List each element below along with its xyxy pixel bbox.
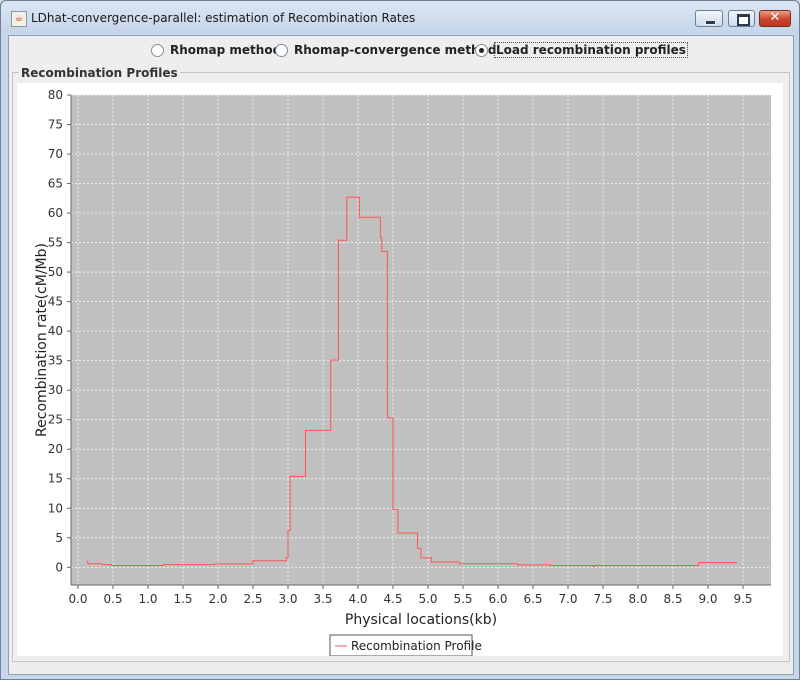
x-tick-label: 7.5 <box>593 592 612 606</box>
y-tick-label: 30 <box>48 383 63 397</box>
maximize-icon <box>737 14 750 26</box>
radio-label: Load recombination profiles <box>494 42 688 58</box>
x-tick-label: 3.0 <box>278 592 297 606</box>
x-tick-label: 1.5 <box>173 592 192 606</box>
y-tick-label: 55 <box>48 236 63 250</box>
x-tick-label: 9.5 <box>733 592 752 606</box>
x-tick-label: 9.0 <box>698 592 717 606</box>
x-axis-label: Physical locations(kb) <box>345 612 497 628</box>
close-button[interactable]: ✕ <box>759 10 791 27</box>
radio-label: Rhomap-convergence method <box>294 43 497 57</box>
recombination-chart[interactable]: 0.0 0.5 1.0 1.5 2.0 2.5 3.0 3.5 4.0 4.5 5.0 5.5 6.0 6… <box>17 83 783 657</box>
x-tick-label: 6.0 <box>488 592 507 606</box>
x-tick-label: 6.5 <box>523 592 542 606</box>
radio-rhomap-convergence-method[interactable]: Rhomap-convergence method <box>275 42 496 58</box>
y-tick-label: 5 <box>55 531 63 545</box>
y-tick-label: 35 <box>48 354 63 368</box>
x-tick-label: 8.0 <box>628 592 647 606</box>
x-tick-label: 4.5 <box>383 592 402 606</box>
x-tick-label: 5.5 <box>453 592 472 606</box>
y-tick-label: 15 <box>48 472 63 486</box>
y-tick-label: 0 <box>55 560 63 574</box>
x-tick-label: 2.5 <box>243 592 262 606</box>
x-tick-label: 1.0 <box>138 592 157 606</box>
y-tick-label: 60 <box>48 206 63 220</box>
series-line-recombination-profile <box>86 196 738 567</box>
y-axis-label: Recombination rate(cM/Mb) <box>34 243 50 437</box>
tick-labels: 0.0 0.5 1.0 1.5 2.0 2.5 3.0 3.5 4.0 4.5 5.0 5.5 6.0 6… <box>48 88 753 606</box>
radio-button-icon <box>275 43 288 57</box>
y-tick-label: 20 <box>48 442 63 456</box>
method-selector: Rhomap method Rhomap-convergence method … <box>9 36 793 64</box>
plot-area <box>71 95 771 585</box>
axes <box>67 94 771 589</box>
x-tick-label: 8.5 <box>663 592 682 606</box>
panel-title: Recombination Profiles <box>19 66 180 80</box>
radio-rhomap-method[interactable]: Rhomap method <box>151 42 281 58</box>
radio-button-selected-icon <box>475 43 488 57</box>
recombination-profiles-panel: Recombination Profiles 0.0 0.5 1.0 1.5 2.0 2.… <box>12 66 790 662</box>
main-content: Rhomap method Rhomap-convergence method … <box>8 35 794 675</box>
grid-lines <box>71 94 771 585</box>
radio-label: Rhomap method <box>170 43 282 57</box>
y-tick-label: 25 <box>48 413 63 427</box>
title-bar[interactable]: ☕ LDhat-convergence-parallel: estimation… <box>1 1 799 35</box>
y-tick-label: 50 <box>48 265 63 279</box>
chart-container: 0.0 0.5 1.0 1.5 2.0 2.5 3.0 3.5 4.0 4.5 5.0 5.5 6.0 6… <box>17 83 783 657</box>
window-title: LDhat-convergence-parallel: estimation o… <box>31 11 416 25</box>
radio-load-recombination-profiles[interactable]: Load recombination profiles <box>475 42 688 58</box>
x-tick-label: 4.0 <box>348 592 367 606</box>
minimize-icon <box>705 20 716 25</box>
x-tick-label: 5.0 <box>418 592 437 606</box>
y-tick-label: 40 <box>48 324 63 338</box>
java-app-icon: ☕ <box>11 11 27 27</box>
y-tick-label: 45 <box>48 295 63 309</box>
legend: Recombination Profile <box>329 634 482 657</box>
minimize-button[interactable] <box>695 10 723 27</box>
y-tick-label: 75 <box>48 118 63 132</box>
radio-button-icon <box>151 43 164 57</box>
x-tick-label: 0.5 <box>103 592 122 606</box>
x-tick-label: 7.0 <box>558 592 577 606</box>
close-icon: ✕ <box>769 10 781 25</box>
y-tick-label: 80 <box>48 88 63 102</box>
maximize-button[interactable] <box>728 10 755 27</box>
legend-label: Recombination Profile <box>351 639 482 653</box>
x-tick-label: 3.5 <box>313 592 332 606</box>
x-tick-label: 0.0 <box>68 592 87 606</box>
x-tick-label: 2.0 <box>208 592 227 606</box>
y-tick-label: 65 <box>48 177 63 191</box>
y-tick-label: 70 <box>48 147 63 161</box>
y-tick-label: 10 <box>48 501 63 515</box>
